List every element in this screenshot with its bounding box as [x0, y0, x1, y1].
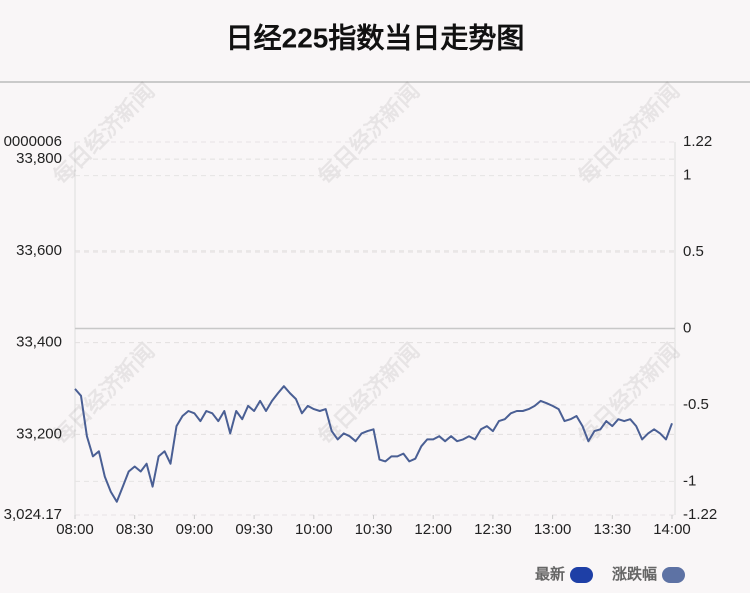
- price-line: [74, 385, 673, 503]
- y-tick-label: 33,400: [16, 334, 62, 351]
- x-tick-label: 10:30: [355, 521, 393, 538]
- x-tick-label: 14:00: [653, 521, 691, 538]
- x-tick-label: 10:00: [295, 521, 333, 538]
- y-tick-label: 33,200: [16, 425, 62, 442]
- y-tick-label: 33,800: [16, 150, 62, 167]
- y-tick-label: 33,600: [16, 242, 62, 259]
- y2-tick-label: 0.5: [683, 243, 704, 260]
- x-tick-label: 12:00: [414, 521, 452, 538]
- x-tick-label: 09:30: [235, 521, 273, 538]
- legend-swatch: [662, 567, 685, 583]
- x-tick-label: 13:00: [534, 521, 572, 538]
- legend-label: 最新: [535, 565, 565, 583]
- y-tick-label: 0000006: [4, 133, 62, 150]
- y2-tick-label: -0.5: [683, 396, 709, 413]
- y2-tick-label: 0: [683, 319, 691, 336]
- y2-tick-label: -1: [683, 472, 696, 489]
- x-tick-label: 12:30: [474, 521, 512, 538]
- y-tick-label: 3,024.17: [4, 506, 62, 523]
- y2-tick-label: -1.22: [683, 506, 717, 523]
- y2-tick-label: 1: [683, 167, 691, 184]
- legend-label: 涨跌幅: [612, 565, 657, 583]
- x-tick-label: 09:00: [176, 521, 214, 538]
- x-tick-label: 08:30: [116, 521, 154, 538]
- legend-swatch: [570, 567, 593, 583]
- x-tick-label: 13:30: [594, 521, 632, 538]
- y2-tick-label: 1.22: [683, 133, 712, 150]
- x-tick-label: 08:00: [56, 521, 94, 538]
- chart-title: 日经225指数当日走势图: [226, 21, 525, 53]
